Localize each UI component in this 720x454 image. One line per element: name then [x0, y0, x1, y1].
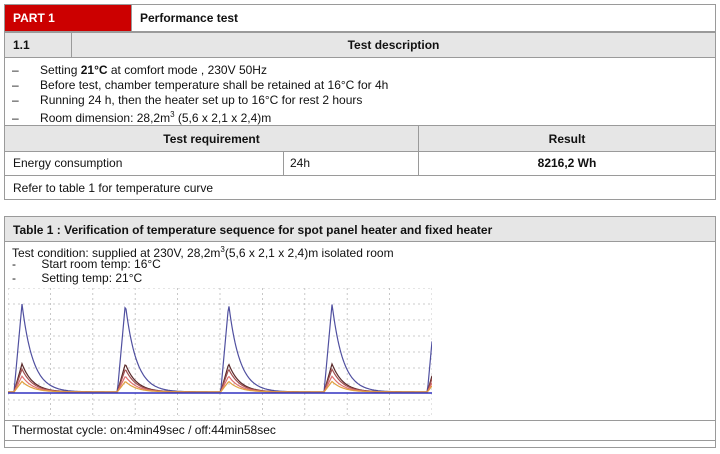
- energy-result: 8216,2 Wh: [537, 156, 597, 170]
- table1-item-text: Start room temp: 16°C: [41, 257, 161, 271]
- thermostat-cycle: Thermostat cycle: on:4min49sec / off:44m…: [12, 423, 276, 437]
- result-header: Result: [548, 132, 586, 146]
- bullet: –: [12, 63, 19, 77]
- description-block: [4, 58, 716, 126]
- section-heading: Test description: [347, 38, 440, 52]
- part-title-cell: Performance test: [132, 4, 716, 32]
- note-text: Refer to table 1 for temperature curve: [13, 181, 214, 195]
- table1-title: Table 1 : Verification of temperature se…: [13, 223, 493, 237]
- condition-text: Test condition: supplied at 230V, 28,2m: [12, 246, 221, 260]
- energy-result-cell: 8216,2 Wh: [418, 152, 716, 176]
- requirement-header: Test requirement: [163, 132, 260, 146]
- description-text: Room dimension: 28,2m: [40, 111, 171, 125]
- table1-bottom-divider: [4, 440, 716, 441]
- table1-title-cell: Table 1 : Verification of temperature se…: [4, 216, 716, 242]
- bullet: –: [12, 78, 19, 92]
- bullet: –: [12, 93, 19, 107]
- note-cell: Refer to table 1 for temperature curve: [4, 176, 716, 200]
- description-item: – Before test, chamber temperature shall…: [12, 78, 388, 92]
- superscript: 3: [170, 110, 175, 119]
- superscript: 3: [220, 245, 225, 254]
- table1-item-text: Setting temp: 21°C: [41, 271, 143, 285]
- temperature-chart: [8, 288, 432, 416]
- condition-text: (5,6 x 2,1 x 2,4)m isolated room: [224, 246, 394, 260]
- table1-item: - Setting temp: 21°C: [12, 271, 142, 285]
- description-text: Setting: [40, 63, 81, 77]
- description-text: Running 24 h, then the heater set up to …: [40, 93, 363, 107]
- chart-series: [8, 303, 432, 394]
- table1-condition: Test condition: supplied at 230V, 28,2m3…: [12, 243, 394, 260]
- energy-label-cell: Energy consumption: [4, 152, 284, 176]
- section-heading-cell: Test description: [71, 32, 716, 58]
- bullet: -: [12, 257, 16, 271]
- table1-item: - Start room temp: 16°C: [12, 257, 161, 271]
- duration-cell: 24h: [283, 152, 419, 176]
- bullet: –: [12, 111, 19, 125]
- description-item: – Setting 21°C at comfort mode , 230V 50…: [12, 63, 267, 77]
- part-title: Performance test: [140, 11, 239, 25]
- description-text: (5,6 x 2,1 x 2,4)m: [174, 111, 272, 125]
- result-header-cell: Result: [418, 126, 716, 152]
- description-text: at comfort mode , 230V 50Hz: [107, 63, 267, 77]
- section-number-cell: 1.1: [4, 32, 72, 58]
- description-item: – Room dimension: 28,2m3 (5,6 x 2,1 x 2,…: [12, 108, 271, 125]
- part-label-cell: PART 1: [4, 4, 132, 32]
- part-label: PART 1: [13, 11, 55, 25]
- requirement-header-cell: Test requirement: [4, 126, 419, 152]
- bullet: -: [12, 271, 16, 285]
- duration-value: 24h: [290, 156, 311, 170]
- table1-divider: [4, 420, 716, 421]
- energy-label: Energy consumption: [13, 156, 123, 170]
- temperature-series-line: [8, 380, 432, 393]
- table1-body: [4, 242, 716, 448]
- description-bold: 21°C: [80, 63, 108, 77]
- description-text: Before test, chamber temperature shall b…: [40, 78, 389, 92]
- chart-grid: [8, 288, 432, 416]
- description-item: – Running 24 h, then the heater set up t…: [12, 93, 362, 107]
- section-number: 1.1: [13, 38, 30, 52]
